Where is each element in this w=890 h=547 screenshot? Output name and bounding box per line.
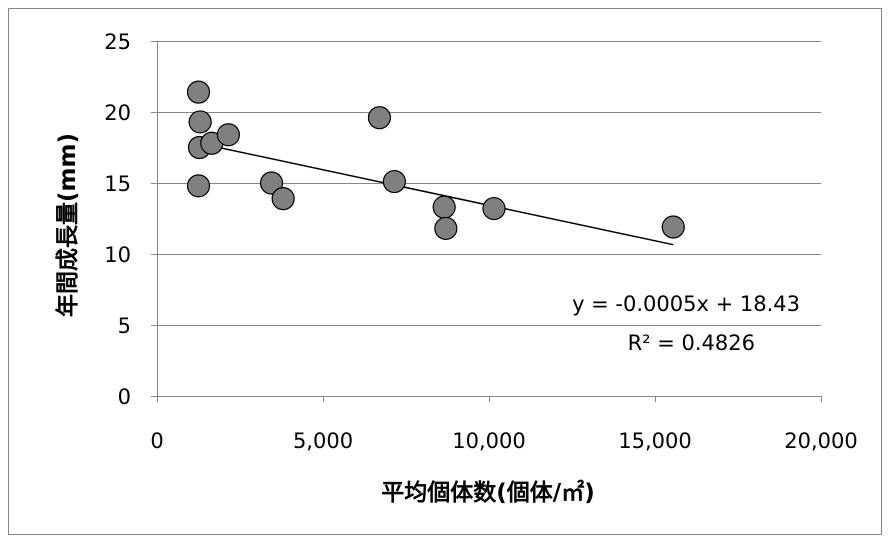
y-tick-label: 15: [104, 172, 131, 196]
data-points: [186, 80, 685, 241]
data-point: [259, 171, 284, 195]
data-point: [188, 110, 212, 134]
y-tick-label: 10: [104, 243, 131, 267]
y-tick-label: 5: [118, 314, 131, 338]
y-tick-label: 25: [104, 30, 131, 54]
data-point: [186, 80, 211, 104]
x-tick-labels: 0 5,000 10,000 15,000 20,000: [150, 429, 857, 453]
x-axis-title: 平均個体数(個体/㎡): [381, 479, 594, 506]
x-tick-label: 10,000: [452, 429, 525, 453]
x-tick-label: 0: [150, 429, 163, 453]
trendline-group: [198, 142, 674, 246]
trendline-r-squared: R² = 0.4826: [628, 331, 755, 355]
data-point: [382, 169, 406, 194]
y-axis-title: 年間成長量(mm): [54, 133, 81, 317]
data-point: [216, 123, 240, 147]
data-point: [661, 215, 685, 239]
data-point: [186, 174, 211, 198]
y-tick-label: 0: [118, 385, 131, 409]
data-point: [432, 195, 456, 219]
y-tick-labels: 0 5 10 15 20 25: [104, 30, 131, 409]
trendline-equation: y = -0.0005x + 18.43: [572, 292, 800, 316]
data-point: [367, 106, 392, 130]
trendline: [198, 142, 674, 246]
y-tick-label: 20: [104, 101, 131, 125]
chart-border: [8, 8, 882, 535]
data-point: [271, 187, 295, 211]
data-point: [482, 196, 506, 221]
data-point: [434, 216, 458, 241]
axes: [151, 41, 822, 402]
x-tick-label: 20,000: [784, 429, 857, 453]
x-tick-label: 15,000: [618, 429, 691, 453]
x-tick-label: 5,000: [293, 429, 353, 453]
